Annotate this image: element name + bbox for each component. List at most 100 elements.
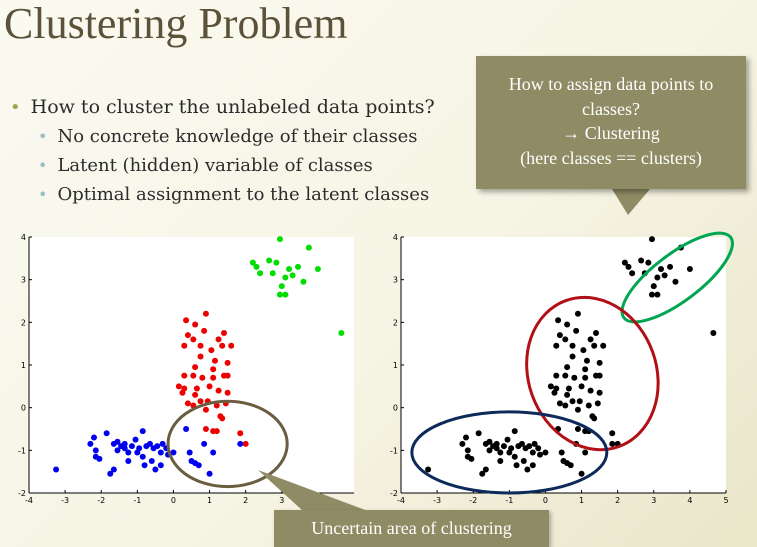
data-point-blue — [186, 449, 193, 456]
data-point-red — [190, 372, 197, 379]
data-point-black — [574, 406, 581, 413]
data-point-blue — [157, 462, 164, 469]
sub-bullet-3: • Optimal assignment to the latent classe… — [38, 184, 429, 205]
data-point-red — [224, 372, 231, 379]
callout-line-4: (here classes == clusters) — [520, 147, 702, 168]
data-point-green — [276, 291, 283, 298]
data-point-red — [179, 389, 186, 396]
data-point-green — [266, 257, 273, 264]
data-point-black — [463, 434, 469, 441]
data-point-blue — [107, 470, 114, 477]
data-point-black — [658, 266, 664, 272]
left-x-tick-label: -2 — [97, 496, 105, 505]
right-x-tick-label: -4 — [397, 496, 405, 505]
data-point-black — [526, 443, 533, 450]
right-y-tick-label: 2 — [393, 318, 398, 327]
data-point-black — [574, 310, 581, 317]
data-point-black — [654, 291, 661, 298]
data-point-black — [479, 470, 486, 477]
data-point-red — [228, 342, 235, 349]
data-point-black — [486, 447, 493, 454]
data-point-blue — [206, 470, 213, 477]
data-point-black — [475, 430, 482, 437]
data-point-black — [558, 449, 565, 456]
data-point-black — [582, 366, 589, 373]
data-point-black — [582, 449, 589, 456]
data-point-blue — [148, 458, 155, 464]
data-point-red — [219, 415, 226, 422]
data-point-red — [183, 317, 190, 324]
data-point-black — [609, 440, 616, 447]
data-point-blue — [154, 443, 161, 450]
left-x-tick-label: 1 — [207, 496, 212, 505]
data-point-black — [551, 389, 558, 396]
right-x-tick-label: 5 — [723, 496, 728, 505]
data-point-black — [520, 458, 527, 464]
data-point-red — [193, 385, 200, 392]
data-point-red — [219, 342, 226, 349]
data-point-black — [585, 402, 592, 409]
left-y-tick-label: 2 — [21, 318, 26, 327]
blue-cluster-ellipse — [410, 410, 609, 495]
data-point-blue — [121, 440, 128, 447]
data-point-black — [591, 342, 598, 349]
data-point-green — [305, 244, 312, 251]
left-x-tick-label: -1 — [133, 496, 141, 505]
data-point-red — [221, 330, 227, 336]
data-point-black — [531, 440, 538, 447]
data-point-black — [648, 236, 655, 243]
left-x-tick-label: -3 — [61, 496, 69, 505]
sub-bullet-dot-icon: • — [38, 127, 48, 146]
data-point-blue — [92, 447, 99, 454]
data-point-black — [493, 445, 500, 452]
left-x-tick-label: 2 — [243, 496, 248, 505]
data-point-blue — [103, 430, 110, 437]
data-point-black — [565, 385, 572, 392]
data-point-black — [600, 342, 607, 349]
data-point-blue — [121, 445, 128, 452]
sub-bullet-dot-icon: • — [38, 156, 48, 175]
right-x-tick-label: 2 — [615, 496, 620, 505]
left-x-tick-label: 3 — [279, 496, 284, 505]
data-point-black — [667, 263, 674, 270]
bullet-main: • How to cluster the unlabeled data point… — [10, 96, 435, 118]
data-point-black — [629, 270, 636, 277]
data-point-blue — [146, 440, 153, 447]
data-point-green — [338, 330, 345, 336]
uncertain-area-ellipse — [166, 399, 289, 489]
data-point-black — [686, 266, 693, 272]
callout-line-2: classes? — [582, 98, 640, 119]
data-point-black — [464, 447, 471, 454]
data-point-black — [459, 440, 466, 447]
data-point-red — [197, 398, 204, 405]
data-point-black — [564, 321, 571, 328]
data-point-black — [661, 272, 668, 279]
data-point-black — [497, 449, 504, 456]
data-point-black — [529, 449, 536, 456]
data-point-blue — [53, 466, 60, 473]
data-point-blue — [96, 455, 103, 462]
data-point-green — [314, 266, 321, 272]
data-point-blue — [114, 447, 121, 454]
callout-line-3: → Clustering — [562, 123, 660, 143]
data-point-black — [593, 330, 599, 336]
data-point-green — [253, 263, 260, 270]
data-point-red — [224, 359, 231, 366]
data-point-black — [425, 466, 432, 473]
uncertain-callout-pointer — [258, 470, 368, 511]
data-point-blue — [114, 438, 121, 445]
data-point-black — [625, 263, 632, 270]
data-point-black — [596, 372, 603, 379]
data-point-red — [202, 426, 209, 432]
data-point-black — [621, 259, 628, 266]
annotations — [166, 189, 650, 511]
data-point-green — [282, 291, 289, 298]
data-point-black — [710, 330, 717, 336]
data-point-blue — [91, 434, 97, 441]
data-point-black — [513, 462, 520, 469]
data-point-red — [192, 321, 199, 328]
data-point-black — [553, 372, 560, 379]
data-point-red — [215, 387, 222, 394]
data-point-black — [537, 451, 544, 458]
data-point-red — [202, 406, 209, 413]
